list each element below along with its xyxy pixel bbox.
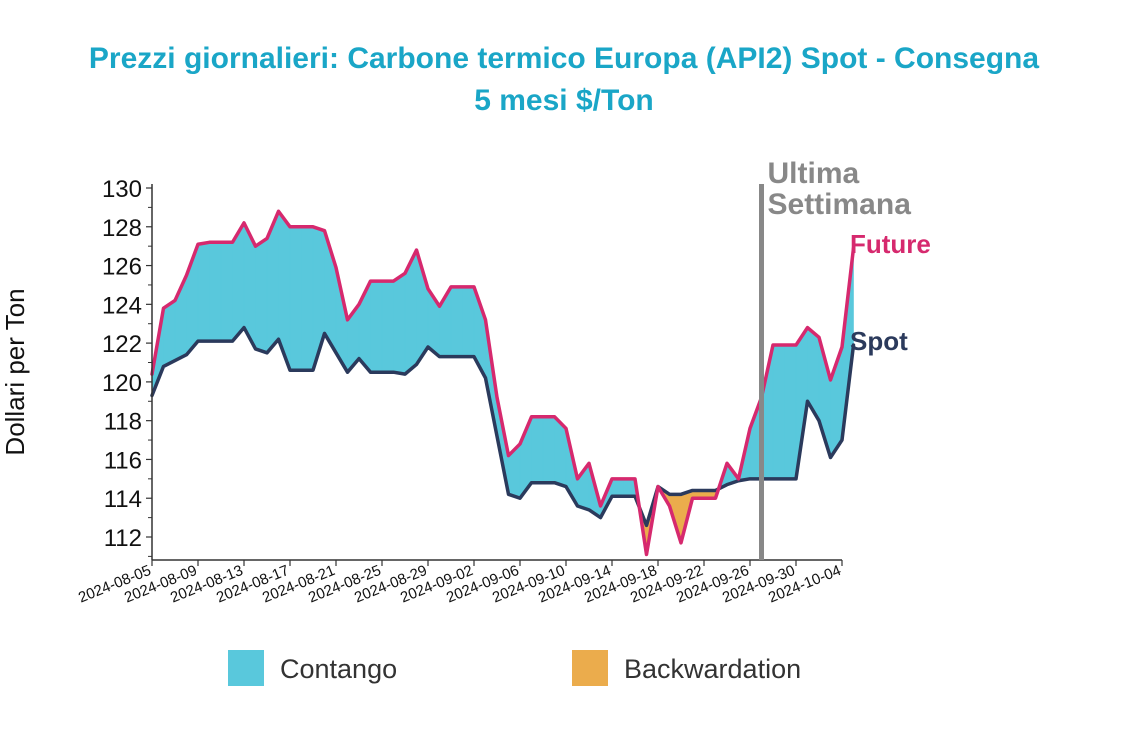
y-axis-label: Dollari per Ton	[0, 288, 30, 455]
spot-series-label: Spot	[850, 326, 908, 356]
contango-area-27-0	[462, 286, 475, 357]
contango-area-5-0	[209, 241, 222, 342]
contango-area-54-0	[772, 344, 785, 480]
last-week-label-line-2: Settimana	[768, 188, 912, 221]
legend-swatch-contango	[228, 650, 264, 686]
legend-label-contango: Contango	[280, 654, 397, 684]
plot-area: 1121141161181201221241261281302024-08-05…	[76, 157, 931, 606]
legend-swatch-backwardation	[572, 650, 608, 686]
contango-area-55-0	[784, 344, 797, 480]
contango-area-26-0	[450, 286, 463, 357]
future-line	[150, 209, 856, 557]
contango-area-40-0	[611, 478, 624, 497]
contango-area-21-0	[393, 272, 406, 375]
contango-area-41-0	[623, 478, 636, 497]
contango-area-6-0	[220, 241, 233, 342]
legend: Contango Backwardation	[228, 650, 801, 686]
contango-area-19-0	[370, 280, 383, 373]
contango-area-33-0	[531, 416, 544, 484]
last-week-label-line-1: Ultima	[768, 157, 860, 190]
y-tick-label-118: 118	[104, 409, 142, 436]
series-labels: Future Spot	[850, 229, 931, 356]
future-series-label: Future	[850, 229, 931, 259]
contango-area-20-0	[381, 280, 394, 373]
legend-label-backwardation: Backwardation	[624, 654, 801, 684]
contango-area-9-0	[255, 237, 268, 354]
y-tick-label-116: 116	[104, 447, 142, 474]
contango-area-12-0	[289, 226, 302, 371]
y-tick-label-120: 120	[102, 370, 142, 397]
y-tick-label-114: 114	[104, 486, 142, 513]
spread-areas	[151, 210, 854, 555]
series-lines	[150, 209, 856, 557]
chart-title-line-1: Prezzi giornalieri: Carbone termico Euro…	[89, 42, 1039, 75]
y-tick-label-126: 126	[102, 254, 142, 281]
y-tick-label-112: 112	[104, 525, 142, 552]
contango-area-13-0	[301, 226, 314, 371]
y-tick-label-130: 130	[102, 176, 142, 203]
chart-title-line-2: 5 mesi $/Ton	[474, 84, 654, 117]
contango-area-4-0	[197, 241, 210, 342]
y-tick-label-122: 122	[102, 331, 142, 358]
spot-line	[150, 325, 856, 528]
y-tick-label-128: 128	[102, 215, 142, 242]
y-tick-label-124: 124	[102, 292, 142, 319]
axes: 1121141161181201221241261281302024-08-05…	[76, 176, 844, 606]
contango-area-34-0	[542, 416, 555, 484]
contango-area-1-0	[163, 299, 176, 367]
